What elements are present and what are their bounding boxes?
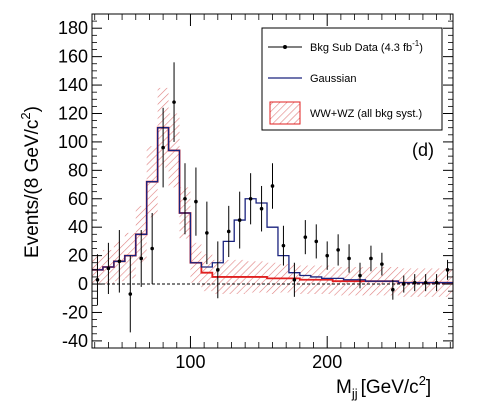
data-point	[423, 280, 428, 285]
data-point	[347, 256, 351, 261]
data-point	[172, 100, 176, 104]
data-point	[226, 229, 231, 234]
legend-entry-data: Bkg Sub Data (4.3 fb-1)	[310, 39, 423, 54]
y-tick-label: 0	[78, 274, 88, 294]
data-point	[369, 256, 373, 261]
data-point	[292, 277, 297, 282]
data-point	[95, 277, 100, 282]
y-tick-label: 40	[68, 217, 88, 237]
panel-label: (d)	[412, 140, 434, 160]
y-tick-label: -20	[62, 302, 88, 322]
data-point	[216, 268, 220, 272]
x-tick-label: 200	[312, 352, 342, 372]
y-tick-label: -40	[62, 331, 88, 351]
data-point	[391, 287, 395, 292]
data-point	[106, 266, 111, 271]
data-point	[325, 253, 329, 258]
y-tick-label: 60	[68, 189, 88, 209]
y-tick-label: 20	[68, 246, 88, 266]
data-point	[150, 246, 154, 251]
legend-entry-gaussian: Gaussian	[310, 73, 356, 85]
data-point	[358, 273, 362, 278]
y-tick-label: 140	[58, 75, 88, 95]
data-point	[259, 206, 264, 211]
data-point	[281, 243, 286, 248]
data-point	[401, 282, 406, 286]
data-point	[248, 196, 253, 201]
data-point	[314, 239, 319, 244]
data-point	[336, 248, 340, 252]
data-point	[303, 235, 308, 239]
y-tick-label: 100	[58, 132, 88, 152]
x-axis-title: Mjj [GeV/c2]	[336, 373, 431, 401]
plot-area: -40 -20 0 20 40 60 80 100 120 140 160 180 100 200	[58, 13, 454, 372]
data-point	[183, 196, 187, 201]
data-point	[205, 231, 209, 235]
data-point	[434, 280, 439, 285]
data-point	[139, 256, 144, 261]
data-point	[445, 268, 450, 272]
data-point	[270, 184, 275, 188]
legend-data-marker	[283, 45, 287, 49]
x-tick-label: 100	[175, 352, 205, 372]
y-tick-label: 120	[58, 103, 88, 123]
y-tick-label: 160	[58, 47, 88, 67]
data-point	[128, 292, 133, 296]
data-point	[380, 262, 384, 266]
data-point	[117, 259, 122, 264]
data-point	[161, 145, 165, 150]
data-point	[194, 199, 198, 204]
y-tick-label: 80	[68, 160, 88, 180]
legend-entry-wwwz: WW+WZ (all bkg syst.)	[310, 108, 422, 120]
legend: Bkg Sub Data (4.3 fb-1) Gaussian WW+WZ (…	[261, 27, 443, 131]
legend-wwwz-swatch	[269, 101, 301, 125]
y-tick-label: 180	[58, 18, 88, 38]
data-point	[237, 218, 242, 222]
y-axis-title: Events/(8 GeV/c2)	[18, 106, 43, 258]
data-point	[412, 280, 417, 285]
